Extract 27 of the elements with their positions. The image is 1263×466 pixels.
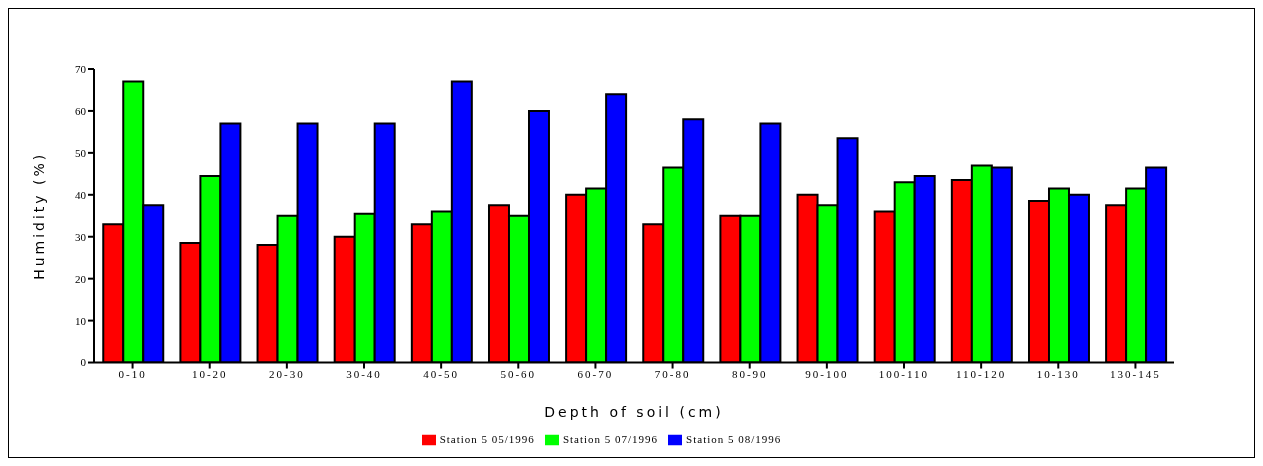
x-tick-label: 0-10	[118, 368, 147, 381]
x-tick-label: 80-90	[731, 368, 768, 381]
legend-label: Station 5 08/1996	[686, 432, 782, 445]
x-tick-label: 20-30	[269, 368, 305, 381]
x-tick-label: 40-50	[423, 368, 459, 381]
x-tick-label: 60-70	[577, 368, 614, 381]
x-tick-label: 30-40	[346, 368, 382, 381]
y-tick-label: 10	[75, 314, 87, 327]
y-tick-label: 60	[75, 104, 87, 117]
y-tick-label: 30	[75, 230, 87, 243]
y-axis-title: Humidity (%)	[30, 151, 47, 280]
x-tick-label: 10-130	[1036, 368, 1080, 381]
x-axis-title: Depth of soil (cm)	[544, 403, 724, 420]
y-tick-label: 40	[75, 188, 87, 201]
y-tick-label: 20	[75, 272, 87, 285]
x-tick-label: 130-145	[1110, 368, 1161, 381]
x-tick-label: 110-120	[956, 368, 1007, 381]
legend-label: Station 5 07/1996	[562, 432, 659, 445]
y-tick-label: 70	[75, 62, 87, 75]
y-tick-label: 50	[75, 146, 87, 159]
x-tick-label: 100-110	[878, 368, 930, 381]
x-tick-label: 10-20	[191, 368, 228, 381]
x-tick-label: 90-100	[805, 368, 849, 381]
legend-label: Station 5 05/1996	[439, 432, 535, 445]
x-tick-label: 70-80	[654, 368, 691, 381]
y-tick-label: 0	[80, 356, 87, 369]
x-tick-label: 50-60	[500, 368, 537, 381]
